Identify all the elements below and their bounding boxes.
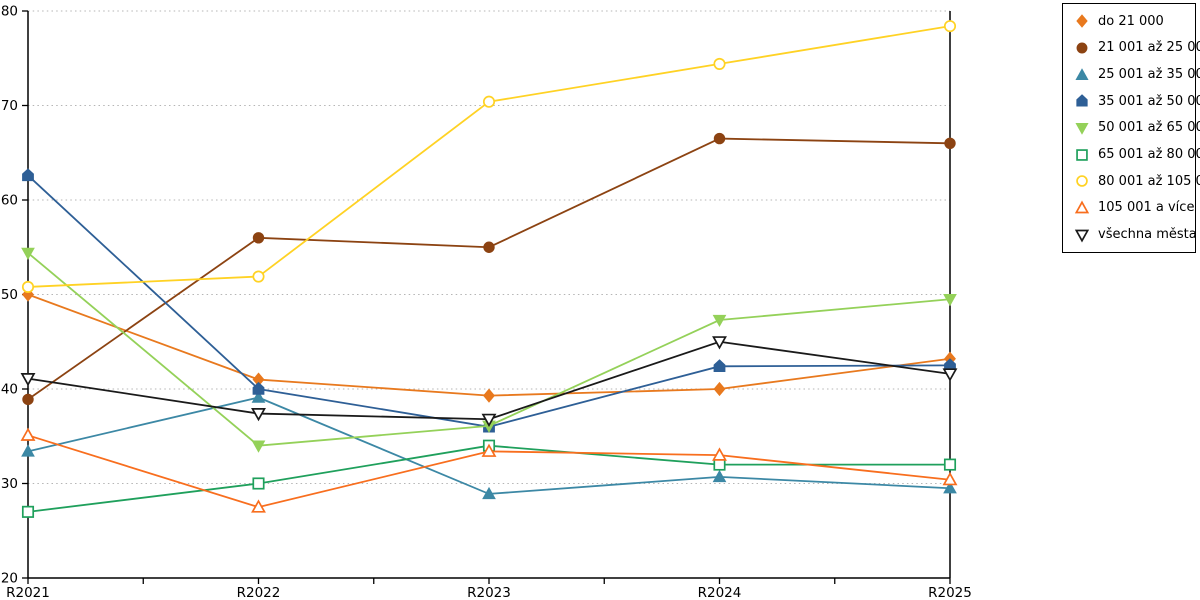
circle-marker-icon <box>22 393 34 406</box>
y-tick-label: 40 <box>1 382 18 398</box>
series-line <box>27 293 951 397</box>
triangle-up-marker-icon <box>251 499 266 513</box>
diamond-marker-icon <box>713 381 726 397</box>
circle-legend-icon <box>1074 173 1090 189</box>
circle-marker-icon <box>1076 175 1088 188</box>
triangle-down-marker-icon <box>1075 122 1089 135</box>
triangle-up-marker-icon <box>1075 67 1089 80</box>
triangle-up-marker-icon <box>942 471 958 486</box>
triangle-down-marker-icon <box>251 408 266 422</box>
y-tick-label: 30 <box>1 476 18 492</box>
x-tick-label: R2021 <box>6 585 50 600</box>
circle-marker-icon <box>943 20 957 33</box>
triangle-up-marker-icon <box>21 444 35 457</box>
triangle-down-marker-icon <box>21 247 35 260</box>
legend-item: 35 001 až 50 000 <box>1074 88 1200 114</box>
legend-item-label: všechna města <box>1098 227 1197 243</box>
diamond-marker-icon <box>483 388 495 403</box>
circle-marker-icon <box>482 95 496 108</box>
legend: do 21 000 21 001 až 25 000 25 001 až 35 00… <box>1062 3 1200 253</box>
x-tick-label: R2022 <box>237 585 281 600</box>
triangle-down-marker-icon <box>481 413 497 427</box>
triangle-down-legend-icon <box>1074 227 1090 243</box>
triangle-down-marker-icon <box>942 368 958 382</box>
triangle-up-legend-icon <box>1074 67 1090 83</box>
legend-item: 65 001 až 80 000 <box>1074 142 1200 168</box>
legend-item-label: 25 001 až 35 000 <box>1098 67 1200 83</box>
x-tick-label: R2023 <box>467 585 511 600</box>
y-tick-label: 70 <box>1 98 18 114</box>
circle-legend-icon <box>1074 40 1090 56</box>
legend-item: 80 001 až 105 000 <box>1074 168 1200 194</box>
circle-marker-icon <box>21 280 35 293</box>
triangle-down-marker-icon <box>712 336 727 350</box>
circle-marker-icon <box>252 232 265 244</box>
diamond-marker-icon <box>1076 14 1088 29</box>
square-marker-icon <box>943 458 957 471</box>
triangle-up-legend-icon <box>1074 200 1090 216</box>
triangle-up-marker-icon <box>1074 200 1090 214</box>
legend-item-label: 80 001 až 105 000 <box>1098 173 1200 189</box>
legend-item: všechna města <box>1074 222 1197 248</box>
circle-marker-icon <box>252 270 265 283</box>
legend-item: do 21 000 <box>1074 8 1195 34</box>
x-tick-label: R2024 <box>698 585 742 600</box>
triangle-up-marker-icon <box>712 469 727 483</box>
pentagon-marker-icon <box>22 168 34 182</box>
line-chart-canvas: 20 30 40 50 60 70 80 R2021 R2022 R2023 R2024 R2025 <box>1 4 972 600</box>
legend-item: 25 001 až 35 000 <box>1074 62 1200 88</box>
triangle-up-marker-icon <box>712 447 727 461</box>
legend-item-label: 50 001 až 65 000 <box>1098 120 1200 136</box>
pentagon-marker-icon <box>713 359 726 373</box>
triangle-down-marker-icon <box>712 314 727 328</box>
triangle-up-marker-icon <box>251 390 266 403</box>
legend-item: 21 001 až 25 000 <box>1074 35 1200 61</box>
y-tick-label: 20 <box>1 571 18 587</box>
square-marker-icon <box>252 477 265 490</box>
square-marker-icon <box>21 505 35 518</box>
legend-item-label: do 21 000 <box>1098 13 1164 29</box>
circle-marker-icon <box>483 241 495 253</box>
circle-marker-icon <box>1076 42 1088 54</box>
triangle-down-marker-icon <box>20 373 36 387</box>
circle-marker-icon <box>944 137 956 150</box>
triangle-down-legend-icon <box>1074 120 1090 136</box>
x-tick-label: R2025 <box>928 585 972 600</box>
triangle-up-marker-icon <box>481 443 497 457</box>
circle-marker-icon <box>713 132 726 145</box>
legend-item-label: 21 001 až 25 000 <box>1098 40 1200 56</box>
triangle-up-marker-icon <box>943 481 957 494</box>
y-tick-label: 60 <box>1 193 18 209</box>
series-line <box>27 137 951 401</box>
triangle-down-marker-icon <box>943 294 957 307</box>
square-marker-icon <box>1076 148 1088 161</box>
pentagon-marker-icon <box>252 381 265 395</box>
square-legend-icon <box>1074 147 1090 163</box>
legend-item: 105 001 a více <box>1074 195 1195 221</box>
legend-item-label: 105 001 a více <box>1098 200 1195 216</box>
triangle-up-marker-icon <box>20 427 36 441</box>
y-tick-label: 50 <box>1 287 18 303</box>
triangle-down-marker-icon <box>1074 229 1090 243</box>
legend-item-label: 35 001 až 50 000 <box>1098 93 1200 109</box>
square-marker-icon <box>713 458 726 471</box>
diamond-legend-icon <box>1074 13 1090 29</box>
pentagon-marker-icon <box>1076 94 1088 107</box>
y-tick-label: 80 <box>1 4 18 20</box>
triangle-up-marker-icon <box>482 486 496 500</box>
series-line <box>27 340 951 421</box>
circle-marker-icon <box>713 57 726 70</box>
pentagon-legend-icon <box>1074 93 1090 109</box>
legend-item-label: 65 001 až 80 000 <box>1098 147 1200 163</box>
legend-item: 50 001 až 65 000 <box>1074 115 1200 141</box>
triangle-down-marker-icon <box>251 440 266 453</box>
